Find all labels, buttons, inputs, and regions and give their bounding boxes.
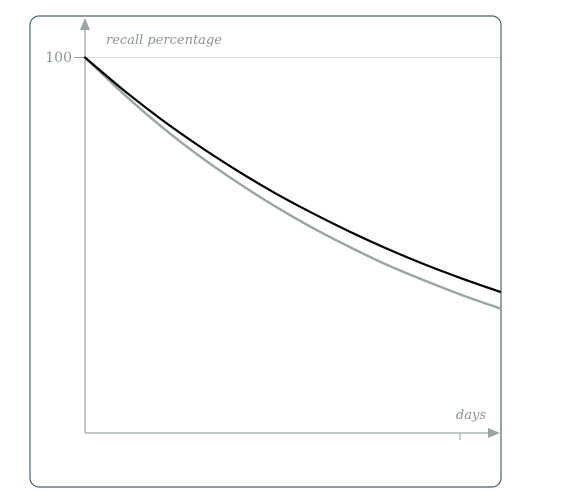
x-axis-arrow [488,428,500,438]
series-layer [83,56,502,310]
y-axis-label: recall percentage [106,33,222,48]
x-axis-label: days [456,408,486,423]
series-line-gray [83,56,502,310]
y-tick-label-100: 100 [45,50,72,66]
series-line-black [83,56,502,293]
chart-frame-border [29,15,502,488]
y-axis-arrow [80,18,90,30]
